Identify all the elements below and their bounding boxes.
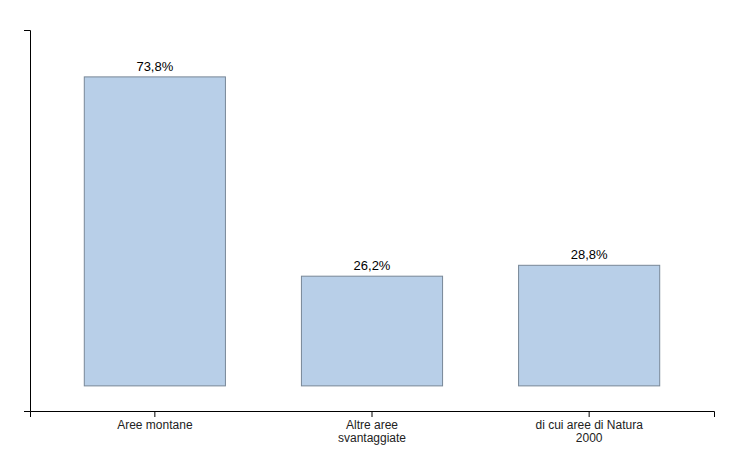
x-tick-label-line: Altre aree (346, 418, 398, 432)
x-tick-label: di cui aree di Natura2000 (535, 418, 643, 446)
bar (84, 77, 225, 386)
data-label: 26,2% (354, 258, 391, 273)
y-axis (24, 31, 31, 412)
y-axis-line (24, 31, 31, 412)
x-tick-label: Altre areesvantaggiate (338, 418, 406, 446)
x-tick-label-line: svantaggiate (338, 431, 406, 445)
x-tick-mark (372, 411, 373, 417)
x-tick-label-line: Aree montane (117, 418, 193, 432)
x-tick-mark (154, 411, 155, 417)
x-tick-mark (589, 411, 590, 417)
x-tick-label-line: 2000 (576, 431, 603, 445)
bar (301, 276, 442, 386)
chart: Aree montane Altre areesvantaggiate di cui… (0, 0, 738, 471)
bar (519, 265, 660, 386)
data-label: 28,8% (571, 247, 608, 262)
x-axis: Aree montane Altre areesvantaggiate di cui… (31, 411, 715, 445)
x-tick: Aree montane (117, 411, 193, 432)
x-axis-line (31, 412, 715, 418)
data-labels: 73,8% 26,2% 28,8% (136, 59, 608, 273)
x-tick: Altre areesvantaggiate (338, 411, 406, 445)
x-tick-label: Aree montane (117, 418, 193, 432)
x-tick: di cui aree di Natura2000 (535, 411, 643, 445)
data-label: 73,8% (136, 59, 173, 74)
plot: Aree montane Altre areesvantaggiate di cui… (24, 31, 715, 446)
bars (84, 77, 659, 386)
x-tick-label-line: di cui aree di Natura (535, 418, 643, 432)
